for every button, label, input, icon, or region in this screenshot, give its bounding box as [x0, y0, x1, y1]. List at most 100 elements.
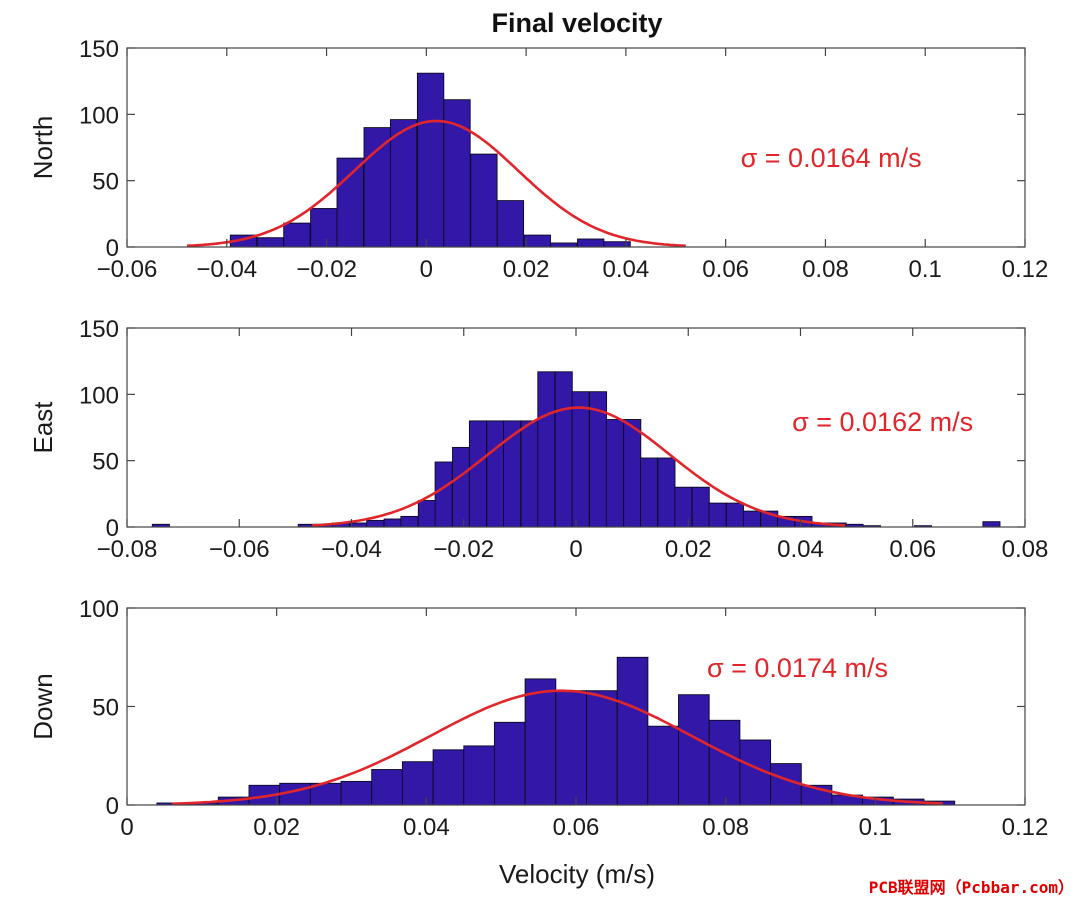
- north-bar: [283, 222, 311, 248]
- north-sigma-annotation: σ = 0.0164 m/s: [741, 143, 922, 173]
- down-bar: [647, 725, 679, 806]
- down-xtick-label: 0: [120, 814, 133, 841]
- down-ytick-label: 100: [79, 596, 119, 623]
- watermark: PCB联盟网（Pcbbar.com）: [869, 878, 1074, 897]
- north-ytick-label: 100: [79, 102, 119, 129]
- down-xtick-label: 0.02: [253, 814, 300, 841]
- north-gaussian-fit: [186, 119, 686, 248]
- east-bar: [417, 500, 436, 528]
- east-bar: [486, 420, 505, 528]
- down-bar: [371, 769, 403, 806]
- north-xtick-label: −0.04: [196, 256, 257, 283]
- east-bar: [674, 486, 693, 528]
- east-ytick-label: 0: [106, 515, 119, 542]
- north-bar: [389, 119, 418, 248]
- down-ytick-label: 0: [106, 793, 119, 820]
- down-gaussian-fit: [171, 689, 943, 805]
- east-bar: [691, 486, 710, 528]
- east-panel: −0.08 −0.06 −0.04 −0.02 0 0.02 0.04 0.06 0.08 0 50…: [28, 316, 1048, 563]
- east-bar: [537, 371, 556, 528]
- north-ytick-label: 50: [92, 169, 119, 196]
- east-xtick-label: −0.02: [433, 536, 494, 563]
- east-bar: [640, 457, 659, 528]
- down-xlabel: Velocity (m/s): [499, 859, 655, 889]
- north-bar: [550, 242, 578, 248]
- down-bar: [340, 780, 373, 806]
- north-bar: [256, 237, 285, 248]
- east-bar: [657, 457, 676, 528]
- down-bar: [586, 690, 618, 806]
- east-bar: [605, 419, 624, 528]
- east-bar: [468, 420, 487, 528]
- down-xtick-label: 0.08: [702, 814, 749, 841]
- east-xtick-label: −0.04: [321, 536, 382, 563]
- east-bar: [623, 419, 642, 528]
- east-gaussian-fit: [312, 406, 846, 527]
- north-xtick-label: 0.06: [702, 256, 749, 283]
- east-sigma-annotation: σ = 0.0162 m/s: [792, 407, 973, 437]
- down-xtick-label: 0.06: [553, 814, 600, 841]
- down-bar: [432, 749, 465, 806]
- down-xtick-label: 0.12: [1002, 814, 1049, 841]
- north-xtick-label: −0.02: [296, 256, 357, 283]
- east-bar: [725, 502, 744, 528]
- down-ytick-label: 50: [92, 695, 119, 722]
- north-xtick-label: 0.12: [1002, 256, 1049, 283]
- north-panel: −0.06 −0.04 −0.02 0 0.02 0.04 0.06 0.08 0.1 0.12 0…: [28, 36, 1048, 283]
- down-bar: [678, 694, 710, 806]
- east-ytick-label: 100: [79, 382, 119, 409]
- east-xtick-label: −0.08: [97, 536, 158, 563]
- north-ylabel: North: [28, 116, 58, 180]
- down-bar: [555, 690, 587, 806]
- down-bar: [770, 763, 802, 806]
- north-ytick-label: 0: [106, 235, 119, 262]
- down-xtick-label: 0.1: [859, 814, 892, 841]
- north-xtick-label: −0.06: [97, 256, 158, 283]
- down-bar: [401, 761, 434, 806]
- down-bar: [524, 678, 557, 806]
- east-xtick-label: −0.06: [209, 536, 270, 563]
- east-bar: [708, 502, 727, 528]
- east-xtick-label: 0: [569, 536, 582, 563]
- east-bar: [742, 510, 761, 528]
- down-bar: [463, 745, 495, 806]
- down-bar: [616, 656, 649, 806]
- east-ytick-label: 50: [92, 449, 119, 476]
- east-bar: [400, 515, 419, 528]
- north-xtick-label: 0.08: [802, 256, 849, 283]
- north-bar: [470, 153, 498, 248]
- east-xtick-label: 0.02: [665, 536, 712, 563]
- east-xtick-label: 0.06: [889, 536, 936, 563]
- east-bar: [366, 519, 385, 528]
- east-bar: [383, 518, 402, 528]
- north-bar: [496, 200, 525, 248]
- north-xtick-label: 0.1: [909, 256, 942, 283]
- north-bar: [363, 127, 391, 248]
- down-bar: [493, 721, 526, 806]
- east-ytick-label: 150: [79, 316, 119, 343]
- north-xtick-label: 0.02: [503, 256, 550, 283]
- north-xtick-label: 0.04: [603, 256, 650, 283]
- down-sigma-annotation: σ = 0.0174 m/s: [707, 653, 888, 683]
- north-bar: [523, 234, 551, 248]
- east-xtick-label: 0.04: [777, 536, 824, 563]
- down-xtick-label: 0.04: [403, 814, 450, 841]
- east-bar: [571, 391, 590, 528]
- east-bar: [982, 521, 1001, 528]
- north-bar: [416, 72, 445, 248]
- north-bar: [443, 99, 471, 248]
- north-bar: [336, 157, 364, 248]
- north-bar: [577, 238, 605, 248]
- east-ylabel: East: [28, 401, 58, 454]
- east-bar: [520, 420, 539, 528]
- down-bar: [708, 719, 741, 806]
- north-axes-frame: [126, 47, 1026, 248]
- chart-title: Final velocity: [491, 8, 662, 38]
- east-xtick-label: 0.08: [1002, 536, 1049, 563]
- east-bar: [452, 446, 471, 528]
- north-ytick-label: 150: [79, 36, 119, 63]
- down-panel: 0 0.02 0.04 0.06 0.08 0.1 0.12 0 50 100 Down σ = 0.…: [28, 596, 1048, 889]
- down-ylabel: Down: [28, 673, 58, 739]
- north-xtick-label: 0: [420, 256, 433, 283]
- east-bar: [554, 371, 573, 528]
